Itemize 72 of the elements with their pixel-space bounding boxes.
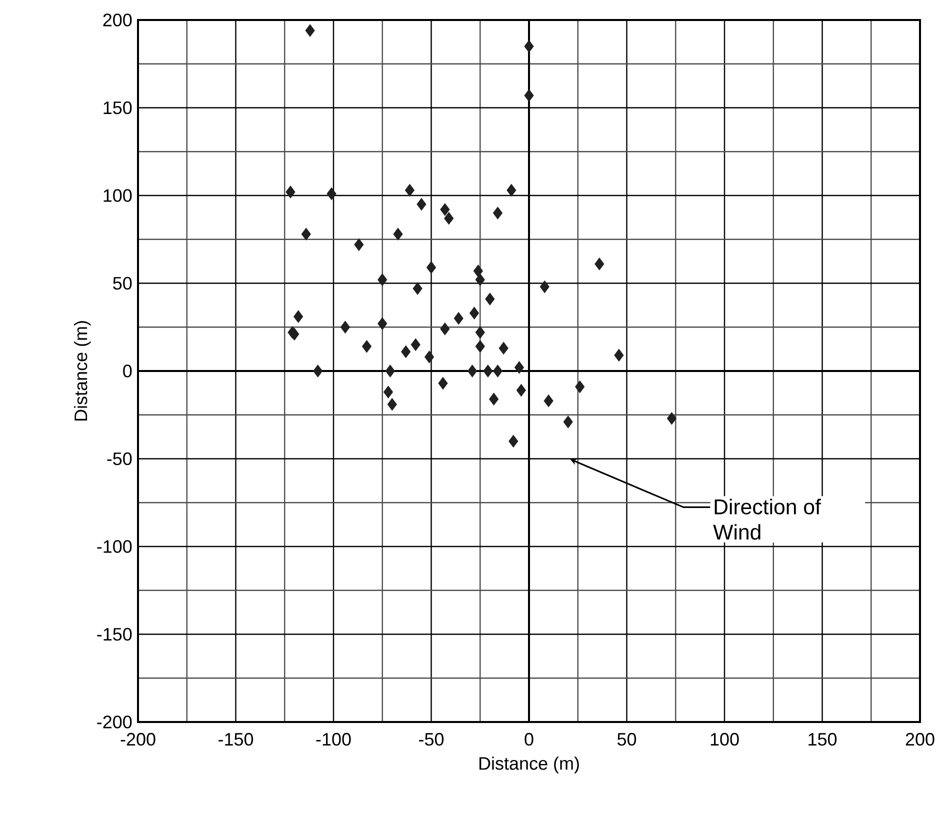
point: [362, 340, 372, 353]
y-tick-label: -100: [97, 540, 132, 553]
point: [506, 184, 516, 197]
point: [378, 273, 388, 286]
point: [401, 345, 411, 358]
annotation: Direction of Wind: [713, 498, 821, 540]
point: [313, 364, 323, 378]
point: [666, 412, 676, 425]
point: [485, 292, 495, 306]
x-tick-label: 100: [710, 732, 739, 746]
y-tick-label: 200: [103, 14, 132, 26]
x-tick-label: 150: [808, 732, 837, 746]
point: [544, 394, 554, 408]
point: [438, 377, 448, 390]
y-tick-label: 50: [113, 276, 132, 290]
point: [301, 228, 311, 240]
point: [385, 364, 395, 378]
y-tick-label: -200: [97, 716, 132, 728]
point: [424, 350, 434, 364]
point: [475, 340, 485, 353]
x-tick-label: 0: [524, 732, 534, 746]
point: [469, 306, 480, 320]
point: [540, 280, 550, 294]
point: [514, 361, 524, 374]
point: [412, 282, 422, 295]
y-axis-title: Distance (m): [74, 321, 91, 421]
y-tick-label: 0: [123, 364, 132, 378]
point: [594, 258, 604, 270]
x-tick-label: 50: [617, 732, 636, 746]
point: [563, 416, 573, 428]
point: [475, 273, 485, 286]
point: [305, 24, 315, 37]
y-tick-label: -150: [97, 628, 132, 641]
point: [383, 386, 394, 398]
x-axis-title: Distance (m): [479, 756, 579, 774]
point: [498, 342, 508, 354]
point: [440, 322, 450, 336]
point: [410, 338, 420, 351]
point: [524, 89, 534, 102]
point: [483, 364, 493, 378]
point: [468, 364, 478, 378]
point: [416, 198, 426, 211]
x-tick-label: -100: [316, 732, 351, 746]
point: [340, 320, 350, 334]
x-tick-label: -150: [218, 732, 254, 746]
point: [516, 384, 526, 397]
x-tick-label: -50: [419, 732, 444, 746]
point: [440, 203, 450, 216]
point: [473, 264, 483, 278]
y-tick-label: 100: [104, 189, 132, 202]
point: [454, 312, 464, 325]
point: [492, 364, 502, 378]
y-tick-label: -50: [107, 452, 132, 466]
point: [326, 187, 336, 200]
point: [508, 434, 518, 448]
point: [524, 40, 534, 53]
point: [492, 206, 502, 220]
point: [378, 317, 388, 330]
point: [444, 212, 454, 225]
point: [354, 238, 364, 251]
y-tick-label: 150: [104, 101, 132, 114]
point: [387, 398, 397, 411]
point: [614, 348, 624, 362]
point: [489, 392, 499, 406]
point: [286, 186, 296, 198]
point: [294, 310, 304, 323]
point: [426, 261, 436, 274]
point: [404, 184, 415, 197]
x-tick-label: 200: [906, 732, 934, 746]
point: [575, 380, 585, 394]
point: [393, 228, 403, 240]
point: [475, 326, 485, 339]
